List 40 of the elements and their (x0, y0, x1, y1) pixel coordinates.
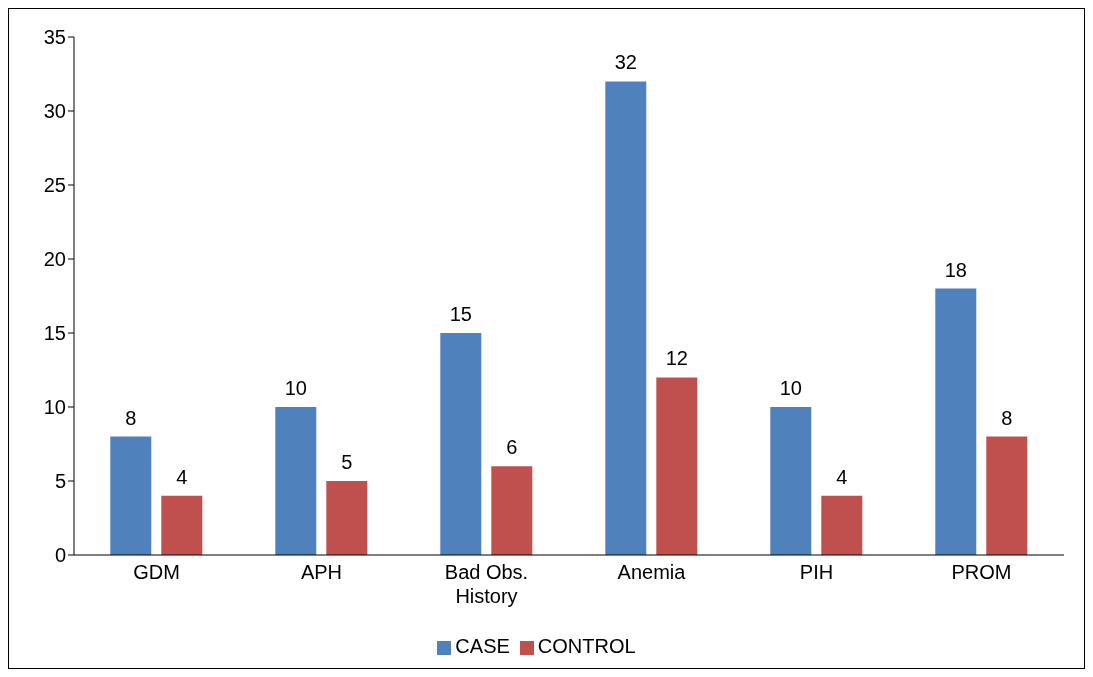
data-label: 10 (779, 377, 802, 399)
bar (605, 81, 647, 555)
y-tick-label: 35 (43, 26, 66, 49)
bar (770, 407, 812, 555)
y-tick-label: 20 (43, 248, 66, 271)
legend-label: CONTROL (537, 635, 636, 657)
data-label: 10 (284, 377, 307, 399)
y-tick-label: 25 (43, 174, 66, 197)
bar (656, 377, 698, 555)
bar (986, 436, 1028, 555)
bar (326, 481, 368, 555)
bar (275, 407, 317, 555)
data-label: 4 (836, 465, 848, 488)
x-tick-label: GDM (133, 561, 180, 583)
bar (821, 495, 863, 555)
data-label: 8 (125, 406, 137, 429)
data-label: 12 (665, 347, 688, 370)
data-label: 15 (449, 303, 472, 325)
data-label: 6 (506, 436, 518, 459)
y-tick-label: 15 (43, 322, 66, 345)
data-label: 4 (176, 465, 188, 488)
bar (161, 495, 203, 555)
data-label: 32 (614, 51, 637, 74)
x-tick-label: APH (300, 561, 343, 583)
bar (491, 466, 533, 555)
x-tick-label: Bad Obs. History (444, 561, 529, 607)
data-label: 18 (944, 258, 967, 281)
x-tick-label: PIH (799, 561, 834, 583)
y-tick-label: 10 (43, 396, 66, 419)
y-tick-label: 0 (54, 544, 66, 567)
x-tick-label: Anemia (617, 561, 687, 583)
data-label: 5 (341, 451, 353, 473)
x-tick-label: PROM (951, 561, 1012, 583)
y-tick-label: 30 (43, 100, 66, 123)
data-label: 8 (1001, 406, 1013, 429)
y-tick-label: 5 (54, 470, 66, 493)
bar (440, 333, 482, 555)
bar (110, 436, 152, 555)
bar (935, 288, 977, 555)
legend-label: CASE (455, 635, 510, 657)
